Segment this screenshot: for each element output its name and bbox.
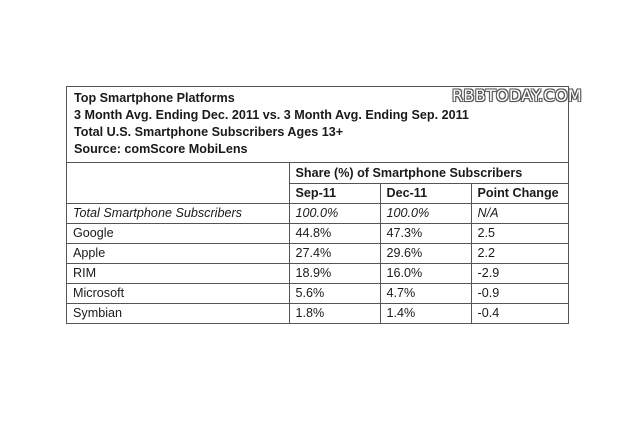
value-cell: -2.9 <box>470 262 568 284</box>
value-cell: 2.2 <box>470 242 568 264</box>
table-row: RIM 18.9% 16.0% -2.9 <box>67 262 568 284</box>
value-cell: 1.4% <box>379 302 472 323</box>
title-line-4: Source: comScore MobiLens <box>74 142 248 156</box>
group-header-cell: Share (%) of Smartphone Subscribers <box>288 163 568 184</box>
row-label-cell: RIM <box>67 262 290 284</box>
column-header-sep: Sep-11 <box>289 182 381 204</box>
row-label-cell: Total Smartphone Subscribers <box>67 202 290 224</box>
value-cell: 5.6% <box>288 282 381 304</box>
table-row: Apple 27.4% 29.6% 2.2 <box>67 242 568 264</box>
value-cell: -0.4 <box>470 302 568 323</box>
title-line-2: 3 Month Avg. Ending Dec. 2011 vs. 3 Mont… <box>74 108 469 122</box>
row-label-cell: Symbian <box>67 302 290 323</box>
table-row: Google 44.8% 47.3% 2.5 <box>67 222 568 244</box>
table-title-block: Top Smartphone Platforms 3 Month Avg. En… <box>67 87 568 163</box>
row-label-cell: Microsoft <box>67 282 290 304</box>
column-header-dec: Dec-11 <box>379 182 472 204</box>
title-line-3: Total U.S. Smartphone Subscribers Ages 1… <box>74 125 344 139</box>
value-cell: 27.4% <box>288 242 381 264</box>
table-row: Total Smartphone Subscribers 100.0% 100.0%… <box>67 202 568 224</box>
value-cell: 47.3% <box>379 222 472 244</box>
value-cell: 100.0% <box>288 202 381 224</box>
row-label-cell: Apple <box>67 242 290 264</box>
value-cell: 29.6% <box>379 242 472 264</box>
column-header-change: Point Change <box>470 182 568 204</box>
value-cell: -0.9 <box>470 282 568 304</box>
value-cell: 44.8% <box>288 222 381 244</box>
empty-corner-cell <box>67 163 290 204</box>
value-cell: 1.8% <box>288 302 381 323</box>
table-row: Microsoft 5.6% 4.7% -0.9 <box>67 282 568 304</box>
value-cell: 2.5 <box>470 222 568 244</box>
watermark: RBBTODAY.COM <box>452 86 582 105</box>
value-cell: 18.9% <box>288 262 381 284</box>
value-cell: 100.0% <box>379 202 472 224</box>
value-cell: 4.7% <box>379 282 472 304</box>
group-header-row: Share (%) of Smartphone Subscribers <box>67 163 568 204</box>
table-row: Symbian 1.8% 1.4% -0.4 <box>67 302 568 323</box>
data-table: Share (%) of Smartphone Subscribers Sep-… <box>67 163 568 323</box>
data-table-frame: Top Smartphone Platforms 3 Month Avg. En… <box>66 86 569 324</box>
row-label-cell: Google <box>67 222 290 244</box>
title-line-1: Top Smartphone Platforms <box>74 91 235 105</box>
value-cell: N/A <box>470 202 568 224</box>
value-cell: 16.0% <box>379 262 472 284</box>
